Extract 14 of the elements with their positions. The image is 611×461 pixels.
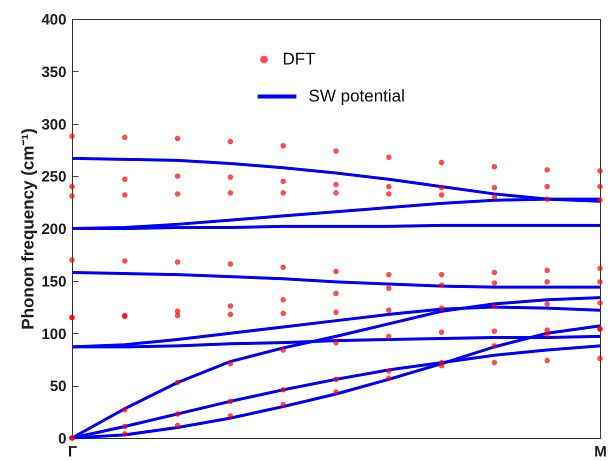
y-tick-label: 400	[41, 12, 66, 28]
legend-label: DFT	[282, 50, 316, 68]
y-tick-label: 150	[41, 273, 66, 290]
y-tick-label: 300	[41, 116, 66, 134]
x-tick-label: Γ	[68, 444, 78, 460]
y-tick-label: 0	[58, 430, 66, 448]
y-axis-title: Phonon frequency (cm⁻¹)	[18, 128, 38, 330]
y-tick-label: 200	[41, 221, 66, 238]
legend-label: SW potential	[308, 86, 405, 106]
y-tick-label: 100	[41, 326, 66, 343]
y-tick-label: 350	[41, 64, 66, 81]
y-tick-label: 250	[41, 168, 66, 186]
y-tick-label: 50	[50, 378, 66, 396]
x-tick-label: M	[594, 444, 607, 460]
